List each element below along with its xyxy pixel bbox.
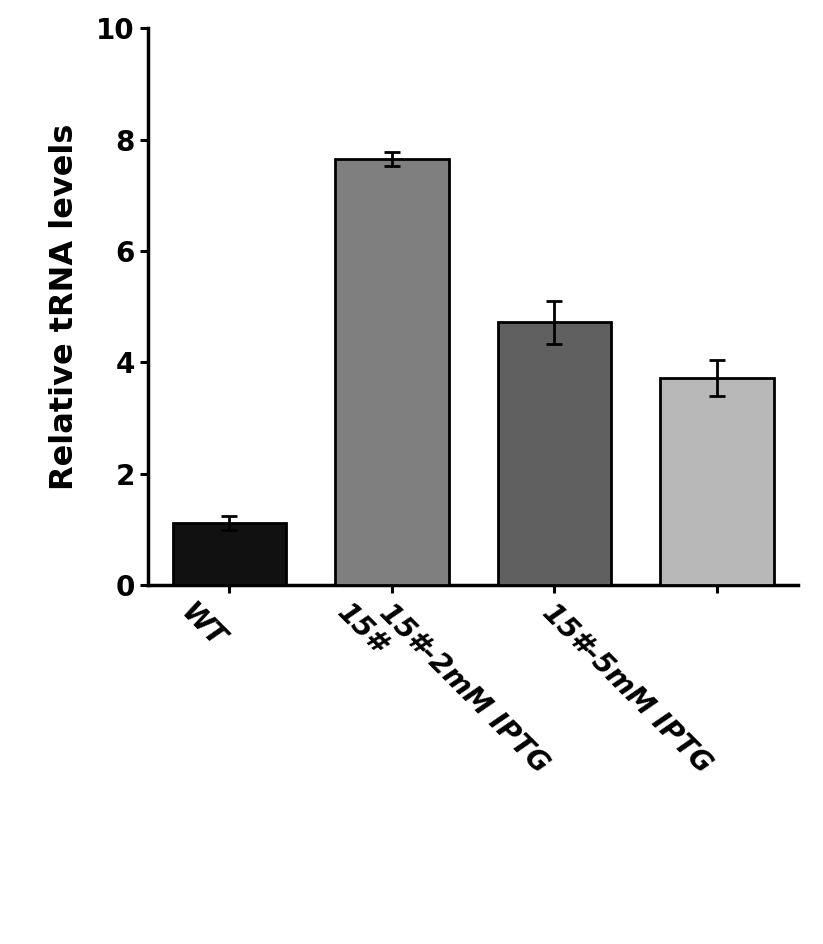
Bar	[335, 160, 449, 585]
Y-axis label: Relative tRNA levels: Relative tRNA levels	[49, 124, 80, 490]
Bar	[173, 523, 286, 585]
Bar	[660, 379, 774, 585]
Bar	[498, 323, 611, 585]
